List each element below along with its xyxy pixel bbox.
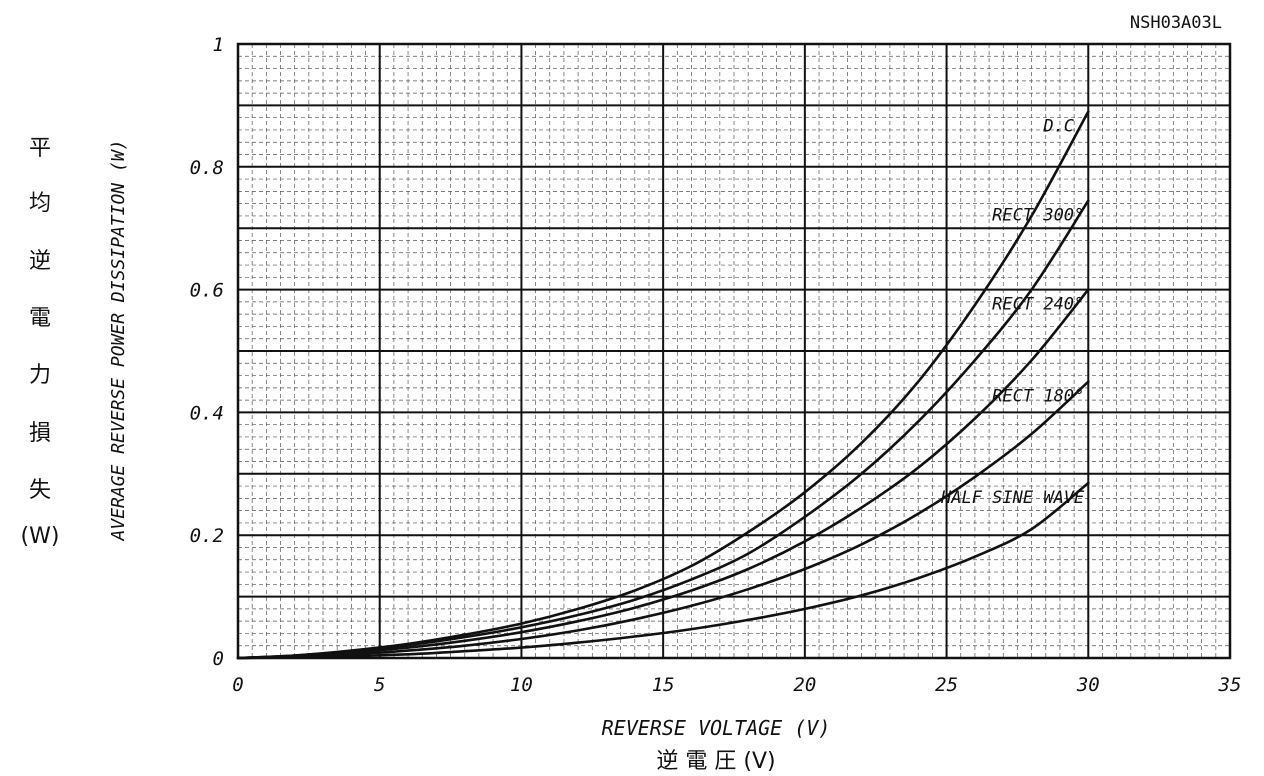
major-grid (238, 44, 1230, 658)
series-label: HALF SINE WAVE (940, 488, 1085, 508)
series-line (236, 481, 1090, 660)
y-tick-label: 0.2 (190, 525, 224, 547)
y-tick-labels: 0 0.2 0.4 0.6 0.8 1 (190, 34, 224, 670)
y-tick-label: 0.8 (190, 157, 224, 179)
y-jp-char: 力 (29, 363, 51, 388)
y-jp-char: 平 (29, 136, 51, 161)
series-label: RECT 300° (992, 206, 1084, 226)
y-jp-char: (W) (21, 524, 60, 549)
x-axis-label: REVERSE VOLTAGE (V) (602, 716, 831, 740)
x-axis-label-jp: 逆 電 圧 (V) (656, 749, 775, 774)
series-label: RECT 180° (992, 387, 1084, 407)
y-tick-label: 1 (213, 34, 224, 56)
x-tick-label: 15 (652, 674, 675, 696)
part-number: NSH03A03L (1130, 13, 1222, 33)
y-axis-label: AVERAGE REVERSE POWER DISSIPATION (W) (108, 140, 129, 542)
x-tick-label: 30 (1076, 674, 1100, 696)
x-tick-label: 20 (793, 674, 816, 696)
series-lines (236, 110, 1090, 660)
x-tick-labels: 0 5 10 15 20 25 30 35 (232, 674, 1241, 696)
x-tick-label: 5 (374, 674, 385, 696)
series-line (236, 380, 1090, 660)
x-tick-label: 35 (1218, 674, 1242, 696)
x-tick-label: 10 (510, 674, 533, 696)
series-line (236, 199, 1090, 660)
y-tick-label: 0.4 (190, 402, 224, 424)
y-jp-char: 電 (29, 306, 51, 331)
y-jp-char: 逆 (29, 249, 51, 274)
plot-frame (236, 42, 1232, 660)
series-line (236, 288, 1090, 660)
y-tick-label: 0.6 (190, 280, 224, 302)
y-tick-label: 0 (213, 648, 224, 670)
x-tick-label: 0 (232, 674, 243, 696)
series-labels: D.C. RECT 300° RECT 240° RECT 180° HALF SINE… (940, 117, 1085, 508)
minor-grid (238, 44, 1230, 658)
y-jp-char: 均 (29, 191, 51, 216)
series-label: D.C. (1042, 117, 1084, 137)
x-tick-label: 25 (935, 674, 958, 696)
y-jp-char: 失 (29, 478, 51, 503)
series-label: RECT 240° (992, 295, 1084, 315)
y-jp-char: 損 (29, 421, 51, 446)
